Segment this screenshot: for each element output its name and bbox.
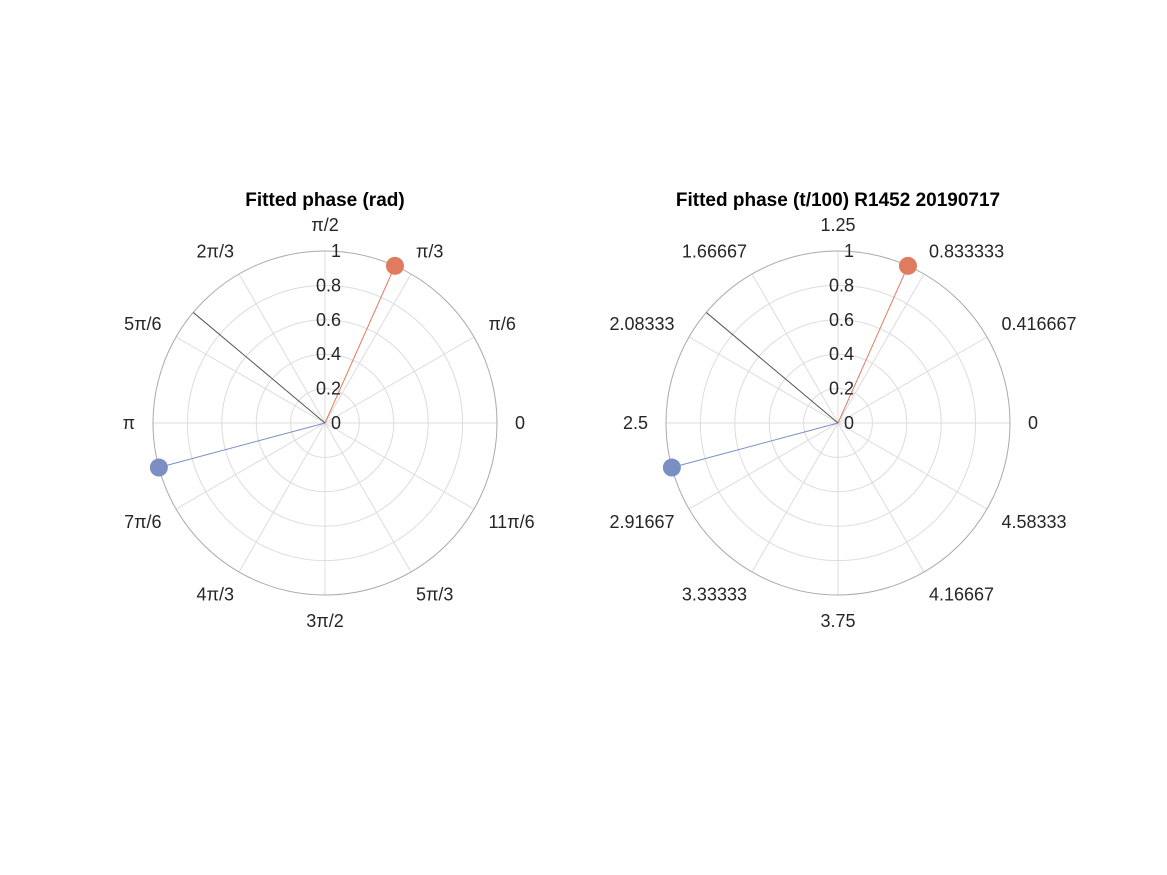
r-gridline bbox=[699, 284, 977, 562]
theta-gridline bbox=[238, 273, 326, 424]
series-line bbox=[192, 312, 326, 424]
r-tick-label: 0 bbox=[331, 413, 341, 433]
theta-tick-label: π/6 bbox=[488, 314, 515, 334]
theta-tick-label: 0 bbox=[515, 413, 525, 433]
r-tick-label: 1 bbox=[844, 241, 854, 261]
theta-tick-label: π/3 bbox=[416, 242, 443, 262]
series-line bbox=[158, 422, 326, 468]
polar-outer-ring bbox=[152, 250, 498, 596]
series-marker bbox=[149, 458, 168, 477]
theta-tick-label: 2π/3 bbox=[197, 242, 234, 262]
theta-tick-label: 5π/6 bbox=[124, 314, 161, 334]
chart-title: Fitted phase (t/100) R1452 20190717 bbox=[676, 190, 1000, 211]
r-tick-label: 0.6 bbox=[829, 310, 854, 330]
theta-gridline bbox=[837, 273, 925, 424]
series-line bbox=[837, 265, 909, 424]
theta-tick-label: 4.58333 bbox=[1001, 512, 1066, 532]
r-tick-label: 0.4 bbox=[316, 344, 341, 364]
theta-tick-label: 3π/2 bbox=[306, 611, 343, 631]
r-tick-label: 1 bbox=[331, 241, 341, 261]
series-marker bbox=[898, 256, 917, 275]
theta-tick-label: 1.66667 bbox=[682, 242, 747, 262]
theta-tick-label: 2.91667 bbox=[609, 512, 674, 532]
r-tick-label: 0.8 bbox=[316, 275, 341, 295]
series-line bbox=[705, 312, 839, 424]
theta-tick-label: 11π/6 bbox=[488, 512, 534, 532]
theta-gridline bbox=[238, 422, 326, 573]
theta-gridline bbox=[751, 273, 839, 424]
series-marker bbox=[385, 256, 404, 275]
theta-gridline bbox=[175, 422, 326, 510]
r-tick-label: 0.6 bbox=[316, 310, 341, 330]
r-tick-label: 0 bbox=[844, 413, 854, 433]
r-tick-label: 0.2 bbox=[316, 379, 341, 399]
r-tick-label: 0.2 bbox=[829, 379, 854, 399]
polar-chart-right: Fitted phase (t/100) R1452 2019071700.41… bbox=[609, 190, 1076, 631]
r-gridline bbox=[803, 388, 873, 458]
theta-tick-label: 0.833333 bbox=[929, 242, 1004, 262]
series-line bbox=[671, 422, 839, 468]
r-gridline bbox=[734, 319, 942, 527]
theta-gridline bbox=[324, 273, 412, 424]
theta-gridline bbox=[324, 422, 412, 573]
r-gridline bbox=[290, 388, 360, 458]
theta-tick-label: 0.416667 bbox=[1001, 314, 1076, 334]
theta-tick-label: 4π/3 bbox=[197, 584, 234, 604]
polar-outer-ring bbox=[665, 250, 1011, 596]
theta-gridline bbox=[324, 422, 475, 510]
theta-gridline bbox=[837, 422, 925, 573]
r-tick-label: 0.4 bbox=[829, 344, 854, 364]
theta-gridline bbox=[837, 422, 988, 510]
theta-gridline bbox=[688, 336, 839, 424]
r-gridline bbox=[186, 284, 464, 562]
theta-tick-label: 1.25 bbox=[820, 215, 855, 235]
polar-chart-left: Fitted phase (rad) 0 π/6 π/3 π/2 2π/3 5π/6 π 7π/… bbox=[123, 190, 535, 631]
r-tick-label: 0.8 bbox=[829, 275, 854, 295]
theta-tick-label: 7π/6 bbox=[124, 512, 161, 532]
theta-gridline bbox=[688, 422, 839, 510]
theta-gridline bbox=[751, 422, 839, 573]
theta-tick-label: 3.75 bbox=[820, 611, 855, 631]
r-gridline bbox=[255, 353, 395, 493]
theta-tick-label: π bbox=[123, 413, 135, 433]
theta-tick-label: π/2 bbox=[311, 215, 338, 235]
theta-gridline bbox=[324, 336, 475, 424]
theta-tick-label: 2.5 bbox=[623, 413, 648, 433]
theta-gridline bbox=[175, 336, 326, 424]
theta-tick-label: 3.33333 bbox=[682, 584, 747, 604]
theta-gridline bbox=[837, 336, 988, 424]
series-marker bbox=[662, 458, 681, 477]
chart-title: Fitted phase (rad) bbox=[245, 190, 404, 211]
series-line bbox=[324, 265, 396, 424]
theta-tick-label: 0 bbox=[1028, 413, 1038, 433]
theta-tick-label: 5π/3 bbox=[416, 584, 453, 604]
theta-tick-label: 4.16667 bbox=[929, 584, 994, 604]
theta-tick-label: 2.08333 bbox=[609, 314, 674, 334]
r-gridline bbox=[768, 353, 908, 493]
r-gridline bbox=[221, 319, 429, 527]
